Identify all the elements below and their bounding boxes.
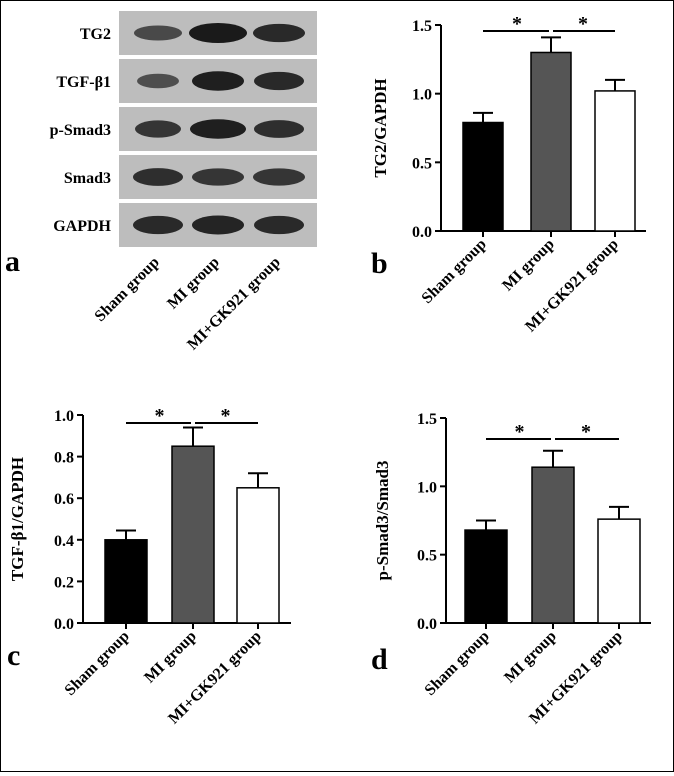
y-tick-label: 1.5: [417, 411, 437, 428]
blot-band-gapdh-mi-gk921-group: [254, 215, 304, 235]
bar-sham-group: [464, 529, 508, 624]
blot-band-smad3-mi-gk921-group: [253, 168, 305, 186]
y-tick-label: 0.2: [54, 574, 74, 591]
y-tick-label: 1.5: [412, 18, 432, 35]
blot-band-smad3-sham-group: [133, 168, 183, 186]
significance-star: *: [512, 13, 522, 35]
blot-row-label: GAPDH: [53, 218, 111, 235]
y-tick-label: 1.0: [412, 87, 432, 104]
blot-band-tg2-mi-group: [189, 23, 247, 43]
blot-band-p-smad3-mi-group: [190, 119, 246, 139]
y-tick-label: 1.0: [54, 408, 74, 425]
blot-row-label: p-Smad3: [50, 122, 111, 139]
y-tick-label: 0.4: [54, 533, 74, 550]
x-tick-label: MI group: [499, 236, 558, 295]
bar-mi-group: [530, 51, 572, 232]
panel-label-c: c: [7, 639, 20, 672]
bar-mi-group: [531, 466, 575, 624]
y-tick-label: 0.6: [54, 491, 74, 508]
blot-lane-label: MI group: [164, 254, 223, 313]
y-tick-label: 0.0: [54, 616, 74, 633]
blot-band-p-smad3-sham-group: [135, 120, 181, 138]
blot-band-tgf-1-mi-group: [192, 71, 244, 91]
panel-label-d: d: [371, 643, 388, 676]
panel-label-a: a: [5, 245, 20, 278]
blot-row-label: Smad3: [64, 170, 111, 187]
significance-star: *: [515, 421, 525, 443]
y-axis-title: TGF-β1/GAPDH: [8, 457, 27, 581]
y-tick-label: 0.5: [412, 155, 432, 172]
blot-row-label: TG2: [80, 26, 111, 43]
x-tick-label: Sham group: [419, 236, 490, 307]
significance-star: *: [578, 13, 588, 35]
panel-a-blot: TG2 TGF-β1 p-Smad3 Smad3 GAPDH a Sham group MI …: [5, 11, 317, 353]
blot-row-label: TGF-β1: [56, 74, 111, 91]
x-tick-label: Sham group: [62, 628, 133, 699]
y-tick-label: 0.0: [412, 224, 432, 241]
significance-star: *: [155, 405, 165, 427]
blot-band-gapdh-mi-group: [192, 215, 244, 235]
blot-band-p-smad3-mi-gk921-group: [254, 120, 304, 138]
y-tick-label: 1.0: [417, 479, 437, 496]
bar-mi-group: [171, 445, 215, 624]
blot-band-tgf-1-sham-group: [137, 73, 179, 89]
x-tick-label: MI group: [501, 628, 560, 687]
y-axis-title: TG2/GAPDH: [371, 78, 390, 177]
blot-band-gapdh-sham-group: [133, 215, 183, 235]
blot-band-tg2-sham-group: [134, 25, 182, 41]
bar-mi-gk921-group: [594, 90, 636, 232]
significance-star: *: [221, 405, 231, 427]
y-tick-label: 0.8: [54, 450, 74, 467]
blot-lane-label: Sham group: [92, 254, 163, 325]
blot-band-tg2-mi-gk921-group: [253, 23, 305, 43]
bar-mi-gk921-group: [236, 487, 280, 624]
blot-band-tgf-1-mi-gk921-group: [254, 71, 304, 91]
bar-sham-group: [104, 539, 148, 624]
y-tick-label: 0.5: [417, 548, 437, 565]
x-tick-label: MI group: [141, 628, 200, 687]
y-axis-title: p-Smad3/Smad3: [373, 461, 392, 581]
significance-star: *: [581, 421, 591, 443]
y-tick-label: 0.0: [417, 616, 437, 633]
panel-label-b: b: [371, 247, 388, 280]
bar-mi-gk921-group: [597, 518, 641, 624]
x-tick-label: Sham group: [422, 628, 493, 699]
blot-band-smad3-mi-group: [192, 168, 244, 186]
bar-sham-group: [462, 121, 504, 232]
